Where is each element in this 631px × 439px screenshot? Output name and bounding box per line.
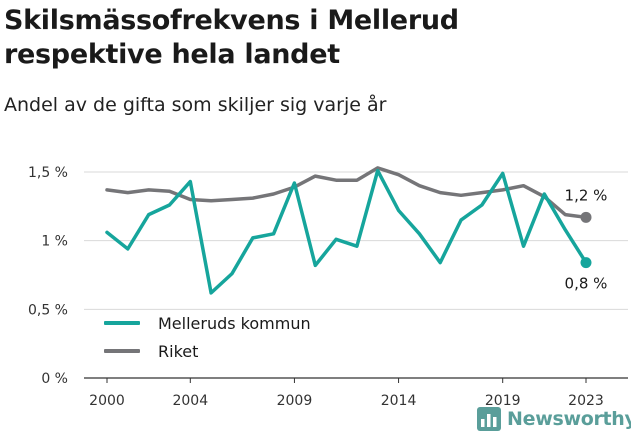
x-tick-label: 2009 [277,393,313,409]
y-tick-label: 0 % [41,371,68,387]
legend: Melleruds kommun Riket [104,309,311,365]
x-tick-label: 2000 [89,393,125,409]
newsworthy-logo: Newsworthy [476,406,631,432]
y-tick-label: 0,5 % [28,302,68,318]
x-tick-label: 2014 [381,393,417,409]
end-labels: 1,2 % 0,8 % [565,186,608,292]
legend-swatch-melleruds-kommun [104,321,140,325]
legend-label-melleruds-kommun: Melleruds kommun [158,313,311,333]
legend-item-melleruds-kommun: Melleruds kommun [104,309,311,337]
y-tick-label: 1 % [41,234,68,250]
chart-title: Skilsmässofrekvens i Mellerud respektive… [4,5,459,70]
legend-label-riket: Riket [158,341,199,361]
y-tick-label: 1,5 % [28,165,68,181]
series-end-point-melleruds-kommun [580,257,592,269]
grid-lines [84,171,628,379]
x-axis: 2000 2004 2009 2014 2019 2023 [89,378,604,409]
y-axis: 0 % 0,5 % 1 % 1,5 % [28,165,68,387]
end-label-riket: 1,2 % [565,186,608,204]
x-tick-label: 2019 [485,393,521,409]
series-line-melleruds-kommun [105,168,588,295]
x-tick-label: 2004 [172,393,208,409]
series-end-point-riket [580,211,592,223]
chart-subtitle: Andel av de gifta som skiljer sig varje … [4,94,387,116]
bar-chart-logo-icon [477,407,501,431]
brand-name: Newsworthy [507,408,631,430]
x-tick-label: 2023 [568,393,604,409]
legend-item-riket: Riket [104,337,311,365]
end-label-melleruds-kommun: 0,8 % [565,275,608,293]
series-group [105,166,592,295]
legend-swatch-riket [104,349,140,353]
